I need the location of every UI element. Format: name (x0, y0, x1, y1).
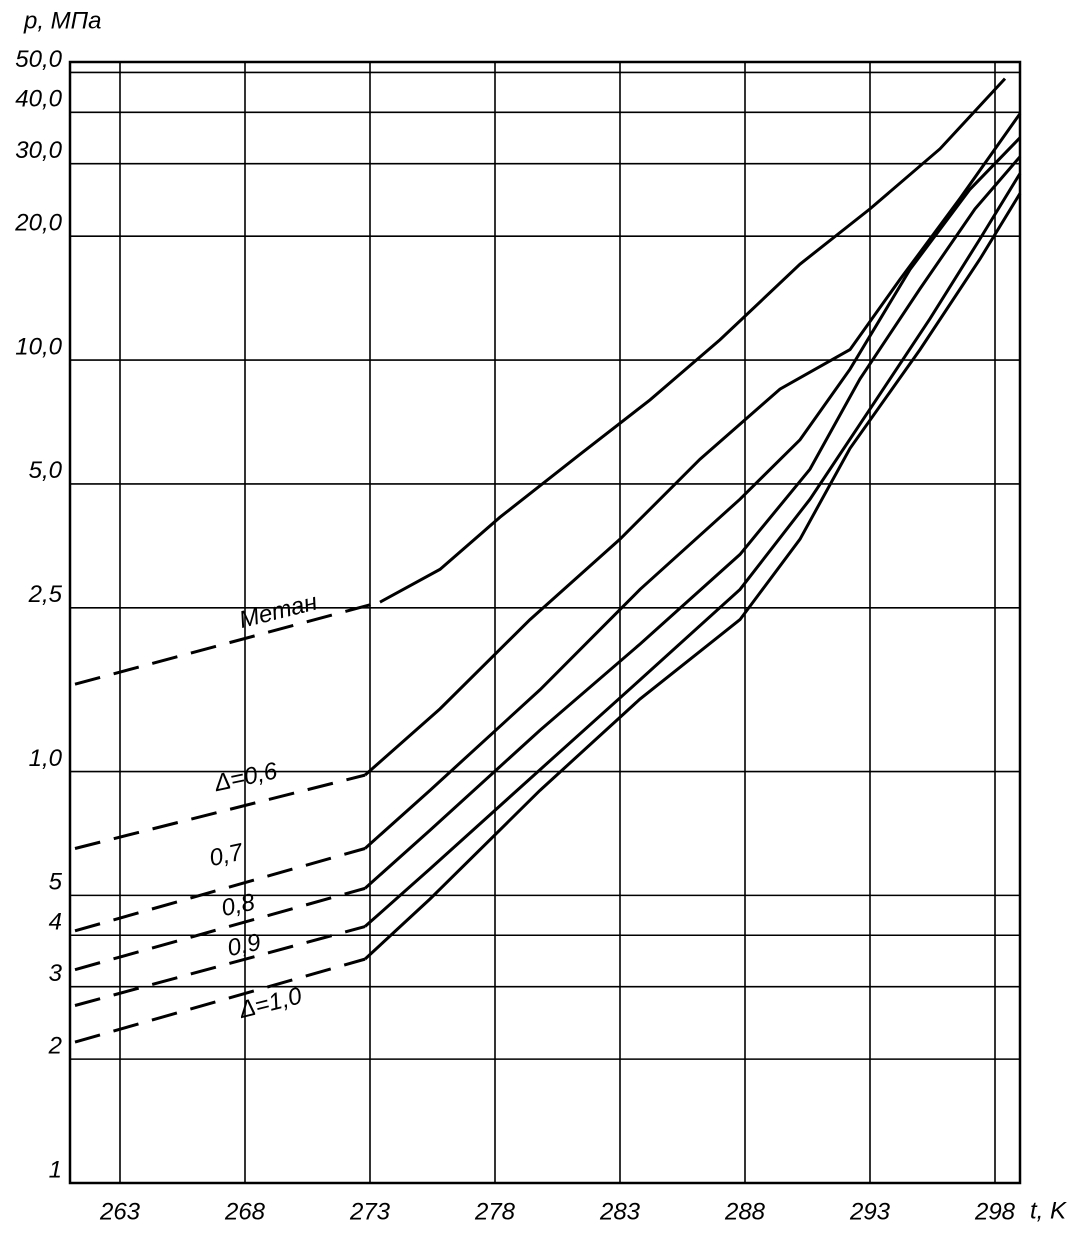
extrapolated-line (74, 886, 366, 972)
line (364, 172, 1022, 928)
line (363, 136, 1022, 850)
y-tick-label: 30,0 (15, 137, 62, 164)
x-tick-label: 298 (974, 1198, 1016, 1225)
y-tick-label: 40,0 (15, 86, 62, 113)
x-tick-label: 283 (599, 1198, 641, 1225)
curve-label: 0,9 (225, 929, 263, 962)
y-tick-label: 4 (49, 909, 62, 936)
x-tick-label: 268 (224, 1198, 266, 1225)
line (363, 192, 1022, 961)
y-tick-label: 2 (48, 1032, 62, 1059)
curve-label: Δ=1,0 (235, 982, 305, 1024)
extrapolated-line (74, 600, 381, 686)
plot-frame (68, 60, 1022, 1185)
extrapolated-line (74, 925, 366, 1007)
x-tick-label: 273 (349, 1198, 391, 1225)
curve-label: Метан (236, 589, 320, 634)
y-axis-label: p, МПа (23, 7, 101, 34)
y-tick-label: 2,5 (28, 581, 63, 608)
line (363, 155, 1022, 890)
x-tick-label: 278 (474, 1198, 516, 1225)
line (379, 77, 1007, 604)
x-axis-label: t, K (1030, 1197, 1067, 1224)
extrapolated-line (74, 957, 366, 1044)
extrapolated-line (74, 847, 366, 933)
y-tick-label: 3 (49, 960, 63, 987)
curve-label: 0,7 (207, 838, 247, 872)
extrapolated-line (74, 773, 366, 850)
y-tick-label: 10,0 (15, 333, 62, 360)
curve-label: 0,8 (219, 889, 258, 922)
y-tick-label: 1 (49, 1156, 62, 1183)
x-tick-label: 263 (99, 1198, 141, 1225)
x-tick-label: 288 (724, 1198, 766, 1225)
y-tick-label: 5 (49, 869, 63, 896)
x-tick-label: 293 (849, 1198, 891, 1225)
y-tick-label: 50,0 (15, 46, 62, 73)
y-tick-label: 20,0 (14, 210, 62, 237)
y-tick-label: 5,0 (29, 457, 63, 484)
line (364, 112, 1022, 777)
y-tick-label: 1,0 (29, 745, 63, 772)
